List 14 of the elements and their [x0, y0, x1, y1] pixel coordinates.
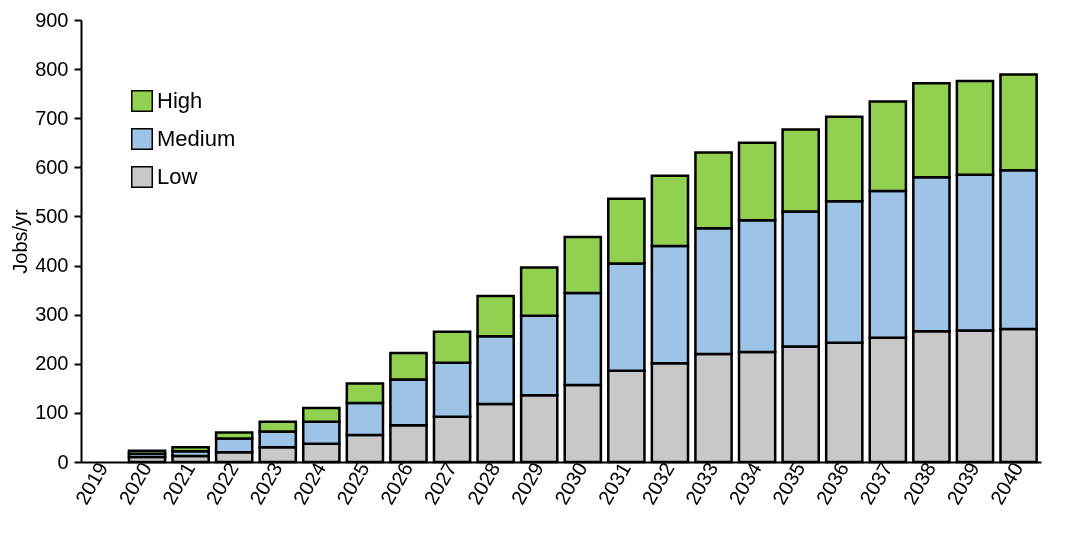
y-tick-label: 200: [35, 352, 69, 375]
legend-label: High: [157, 88, 203, 113]
y-tick-label: 700: [35, 106, 69, 129]
legend-label: Low: [157, 164, 198, 189]
legend-label: Medium: [157, 126, 236, 151]
y-tick-label: 600: [35, 155, 69, 178]
y-tick-label: 900: [35, 8, 69, 31]
y-axis-title: Jobs/yr: [9, 208, 32, 274]
y-tick-label: 300: [35, 303, 69, 326]
y-tick-label: 100: [35, 401, 69, 424]
y-tick-label: 400: [35, 254, 69, 277]
y-tick-label: 800: [35, 57, 69, 80]
y-tick-label: 500: [35, 204, 69, 227]
y-tick-label: 0: [57, 450, 69, 473]
